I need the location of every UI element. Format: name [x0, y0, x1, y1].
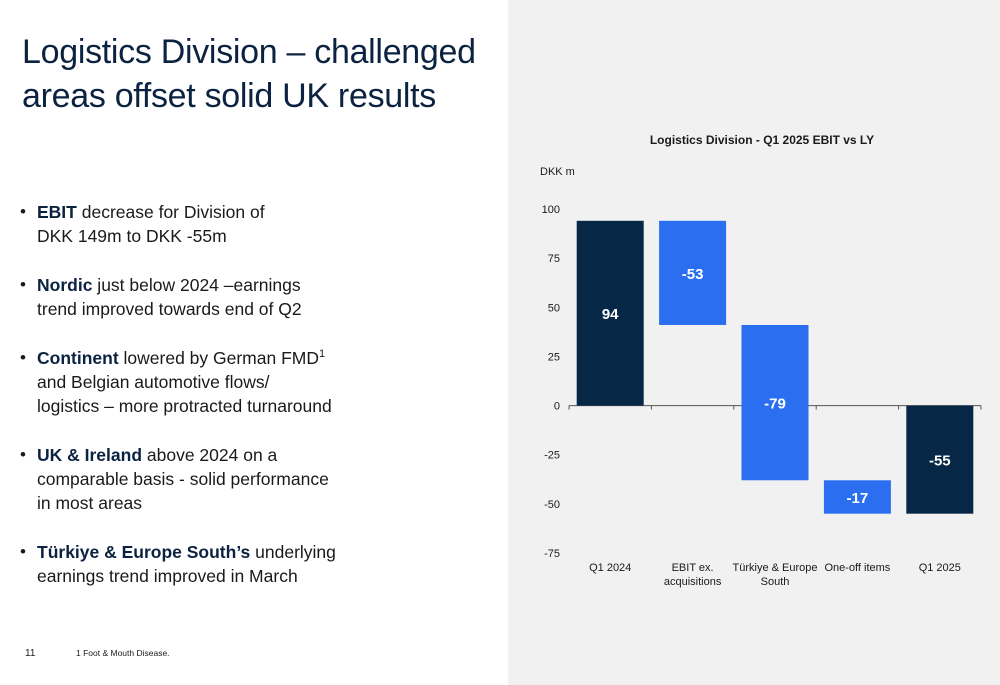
bar — [823, 480, 891, 514]
footnote-marker: 1 — [319, 348, 326, 361]
bullet-dot: • — [20, 445, 26, 464]
bar-value-label: -53 — [682, 266, 704, 283]
x-category-label: One-off items — [824, 562, 890, 574]
x-category-label: Türkiye & Europe — [733, 562, 818, 574]
bullet-text: just below 2024 –earnings — [92, 275, 301, 295]
y-tick-label: -75 — [544, 548, 560, 560]
bar-value-label: 94 — [602, 306, 619, 323]
bar-value-label: -55 — [929, 453, 951, 470]
y-tick-label: -25 — [544, 450, 560, 462]
bullet-dot: • — [20, 202, 26, 221]
bullet-keyword: EBIT — [37, 202, 77, 222]
bullet-list: • EBIT decrease for Division of DKK 149m t… — [20, 200, 380, 613]
bar — [576, 220, 644, 406]
y-tick-label: 0 — [554, 401, 560, 413]
bullet-dot: • — [20, 542, 26, 561]
page-number: 11 — [25, 648, 36, 659]
x-category-label: Q1 2025 — [919, 562, 961, 574]
bar-value-label: -79 — [764, 396, 786, 413]
bullet-line: Continent lowered by German FMD1 — [37, 346, 380, 370]
y-axis-label: DKK m — [540, 166, 575, 178]
bullet-keyword: UK & Ireland — [37, 445, 143, 465]
bullet-text: trend improved towards end of Q2 — [37, 299, 302, 319]
x-category-label: acquisitions — [664, 576, 722, 588]
bar — [659, 220, 727, 325]
bullet-text: logistics – more protracted turnaround — [37, 396, 332, 416]
y-tick-label: 50 — [548, 302, 560, 314]
bullet-keyword: Türkiye & Europe South’s — [37, 542, 251, 562]
bullet-text: in most areas — [37, 493, 143, 513]
y-tick-label: 25 — [548, 351, 560, 363]
bullet-line: Nordic just below 2024 –earnings — [37, 273, 380, 297]
bullet-item: • EBIT decrease for Division of DKK 149m t… — [20, 200, 380, 248]
y-tick-label: 100 — [542, 204, 560, 216]
bullet-text: and Belgian automotive flows/ — [37, 372, 270, 392]
bullet-text: DKK 149m to DKK -55m — [37, 226, 227, 246]
bullet-line: UK & Ireland above 2024 on a — [37, 443, 380, 467]
x-category-label: South — [761, 576, 790, 588]
bullet-line: DKK 149m to DKK -55m — [37, 224, 380, 248]
chart-title: Logistics Division - Q1 2025 EBIT vs LY — [650, 133, 874, 147]
bullet-item: • UK & Ireland above 2024 on a comparable … — [20, 443, 380, 515]
bullet-item: • Nordic just below 2024 –earnings trend i… — [20, 273, 380, 321]
bullet-text: above 2024 on a — [142, 445, 278, 465]
bullet-line: and Belgian automotive flows/ — [37, 370, 380, 394]
bar — [906, 405, 974, 514]
x-category-label: EBIT ex. — [672, 562, 714, 574]
bullet-dot: • — [20, 348, 26, 367]
bar — [741, 324, 809, 481]
bullet-line: logistics – more protracted turnaround — [37, 394, 380, 418]
y-tick-label: 75 — [548, 253, 560, 265]
waterfall-chart: Logistics Division - Q1 2025 EBIT vs LY D… — [540, 133, 982, 588]
bullet-line: comparable basis - solid performance — [37, 467, 380, 491]
bullet-line: earnings trend improved in March — [37, 564, 380, 588]
bullet-line: trend improved towards end of Q2 — [37, 297, 380, 321]
bullet-text: lowered by German FMD — [118, 348, 319, 368]
bullet-text: earnings trend improved in March — [37, 566, 298, 586]
bullet-item: • Türkiye & Europe South’s underlying earn… — [20, 540, 380, 588]
bullet-line: in most areas — [37, 491, 380, 515]
bullet-keyword: Continent — [37, 348, 119, 368]
bullet-item: • Continent lowered by German FMD1 and Bel… — [20, 346, 380, 418]
bullet-line: Türkiye & Europe South’s underlying — [37, 540, 380, 564]
slide-title: Logistics Division – challenged areas of… — [22, 33, 476, 115]
bullet-text: underlying — [250, 542, 336, 562]
y-tick-label: -50 — [544, 499, 560, 511]
bullet-line: EBIT decrease for Division of — [37, 200, 380, 224]
bullet-dot: • — [20, 275, 26, 294]
x-category-label: Q1 2024 — [589, 562, 631, 574]
bar-value-label: -17 — [847, 490, 869, 507]
bullet-keyword: Nordic — [37, 275, 93, 295]
bullet-text: comparable basis - solid performance — [37, 469, 329, 489]
footnote: 1 Foot & Mouth Disease. — [76, 648, 170, 658]
bullet-text: decrease for Division of — [76, 202, 265, 222]
